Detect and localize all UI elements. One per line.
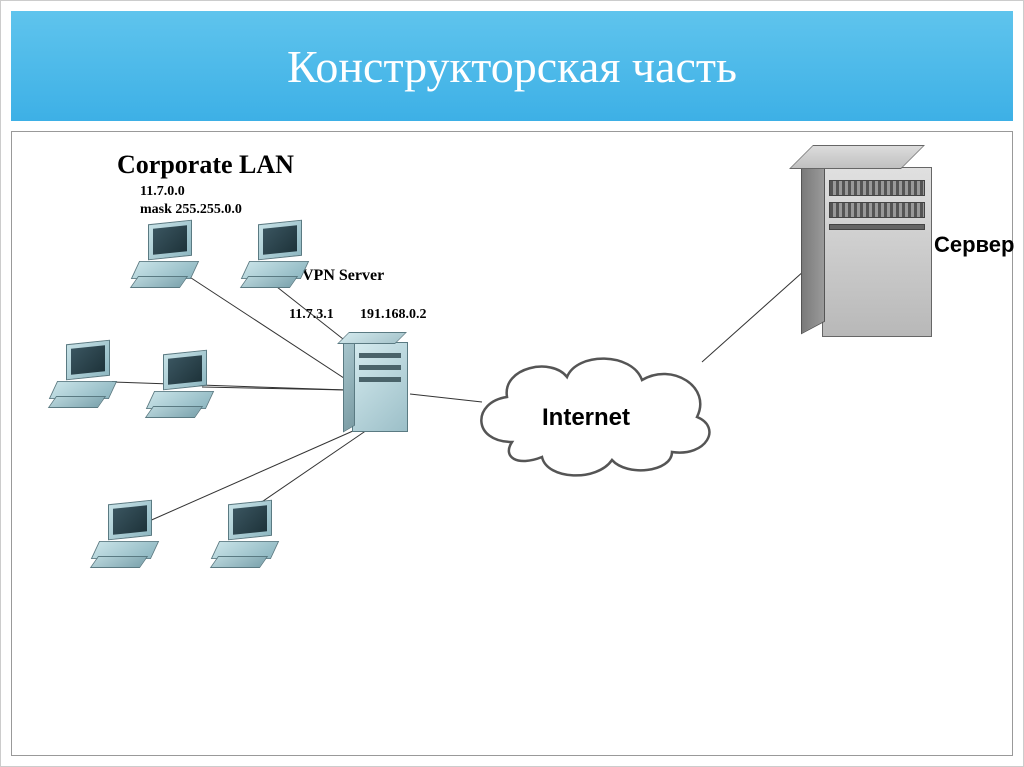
- network-ip-label: 11.7.0.0: [140, 184, 185, 200]
- server-label: Сервер: [934, 232, 1014, 258]
- vpn-ip-internal-label: 11.7.3.1: [289, 307, 334, 323]
- vpn-server-icon: [352, 342, 408, 432]
- slide-title: Конструкторская часть: [287, 40, 737, 93]
- network-mask-label: mask 255.255.0.0: [140, 202, 242, 218]
- internet-cloud-icon: Internet: [462, 342, 722, 492]
- workstation-icon: [147, 352, 213, 418]
- workstation-icon: [92, 502, 158, 568]
- workstation-icon: [132, 222, 198, 288]
- server-rack-icon: [822, 167, 932, 337]
- corporate-lan-label: Corporate LAN: [117, 150, 294, 180]
- vpn-server-label: VPN Server: [302, 267, 384, 285]
- workstation-icon: [242, 222, 308, 288]
- internet-cloud-label: Internet: [542, 404, 630, 432]
- network-diagram: Corporate LAN 11.7.0.0 mask 255.255.0.0 …: [11, 131, 1013, 756]
- workstation-icon: [50, 342, 116, 408]
- slide-title-bar: Конструкторская часть: [11, 11, 1013, 121]
- workstation-icon: [212, 502, 278, 568]
- vpn-ip-external-label: 191.168.0.2: [360, 307, 427, 323]
